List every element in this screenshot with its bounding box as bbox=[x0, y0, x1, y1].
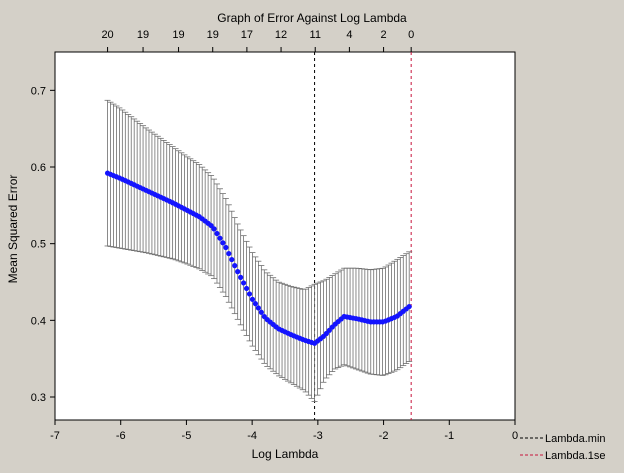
top-axis-tick-label: 2 bbox=[381, 29, 387, 41]
data-point bbox=[211, 226, 217, 232]
y-tick-label: 0.4 bbox=[31, 315, 46, 327]
top-axis-tick-label: 17 bbox=[241, 29, 253, 41]
data-point bbox=[208, 222, 214, 229]
legend: Lambda.min Lambda.1se bbox=[520, 433, 606, 462]
top-axis-tick-label: 20 bbox=[101, 29, 113, 41]
data-point bbox=[226, 250, 232, 257]
x-tick-label: -6 bbox=[116, 430, 126, 442]
axes-layer: -7 -6 -5 -4 -3 -2 -1 00.30.40.50.60.720 19 19 19 17… bbox=[31, 29, 518, 442]
x-tick-label: -7 bbox=[50, 430, 60, 442]
data-point bbox=[241, 280, 247, 286]
data-point bbox=[229, 256, 235, 263]
legend-label-lambda-1se: Lambda.1se bbox=[545, 450, 606, 462]
x-tick-label: -5 bbox=[182, 430, 192, 442]
top-axis-tick-label: 19 bbox=[172, 29, 184, 41]
x-tick-label: -3 bbox=[313, 430, 323, 442]
legend-label-lambda-min: Lambda.min bbox=[545, 433, 606, 445]
y-axis-label: Mean Squared Error bbox=[6, 175, 20, 284]
top-axis-tick-label: 19 bbox=[207, 29, 219, 41]
y-tick-label: 0.5 bbox=[31, 239, 46, 251]
top-axis-tick-label: 0 bbox=[408, 29, 414, 41]
data-point bbox=[223, 244, 229, 251]
top-axis-tick-label: 4 bbox=[346, 29, 352, 41]
y-tick-label: 0.7 bbox=[31, 85, 46, 97]
data-point bbox=[217, 235, 223, 241]
data-point bbox=[258, 309, 264, 315]
points-layer bbox=[104, 170, 412, 346]
data-point bbox=[235, 269, 241, 275]
x-tick-label: 0 bbox=[512, 430, 518, 442]
data-point bbox=[232, 263, 238, 269]
top-axis-tick-label: 12 bbox=[275, 29, 287, 41]
top-axis-tick-label: 11 bbox=[310, 29, 321, 41]
data-point bbox=[243, 285, 250, 292]
y-tick-label: 0.3 bbox=[31, 392, 46, 404]
chart-title: Graph of Error Against Log Lambda bbox=[217, 11, 407, 25]
data-point bbox=[214, 230, 220, 237]
data-point bbox=[252, 301, 259, 307]
data-point bbox=[238, 274, 244, 280]
data-point bbox=[249, 296, 256, 302]
x-tick-label: -4 bbox=[247, 430, 257, 442]
data-point bbox=[246, 291, 253, 297]
y-tick-label: 0.6 bbox=[31, 162, 46, 174]
data-point bbox=[255, 305, 261, 311]
data-point bbox=[406, 303, 412, 310]
top-axis-tick-label: 19 bbox=[137, 29, 149, 41]
x-tick-label: -2 bbox=[379, 430, 389, 442]
x-tick-label: -1 bbox=[444, 430, 454, 442]
x-axis-label: Log Lambda bbox=[252, 447, 319, 461]
data-point bbox=[220, 240, 226, 246]
